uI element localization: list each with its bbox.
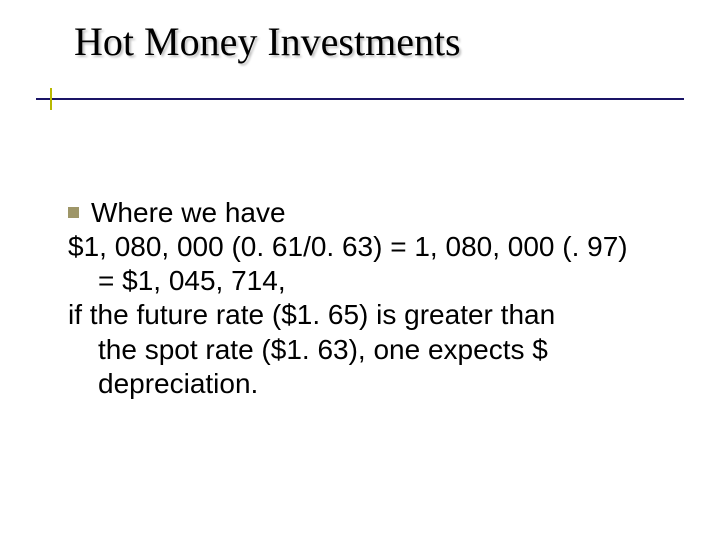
title-underline (36, 98, 684, 100)
body-line-6: depreciation. (68, 367, 668, 401)
title-tick-accent (50, 88, 52, 110)
body-line-1: Where we have (91, 197, 286, 228)
slide-title: Hot Money Investments (74, 18, 461, 65)
body-line-2: $1, 080, 000 (0. 61/0. 63) = 1, 080, 000… (68, 230, 668, 264)
slide: Hot Money Investments Where we have $1, … (0, 0, 720, 540)
body-line-3: = $1, 045, 714, (68, 264, 668, 298)
square-bullet-icon (68, 207, 79, 218)
body-line-4: if the future rate ($1. 65) is greater t… (68, 298, 668, 332)
slide-body: Where we have $1, 080, 000 (0. 61/0. 63)… (68, 196, 668, 401)
body-line-5: the spot rate ($1. 63), one expects $ (68, 333, 668, 367)
